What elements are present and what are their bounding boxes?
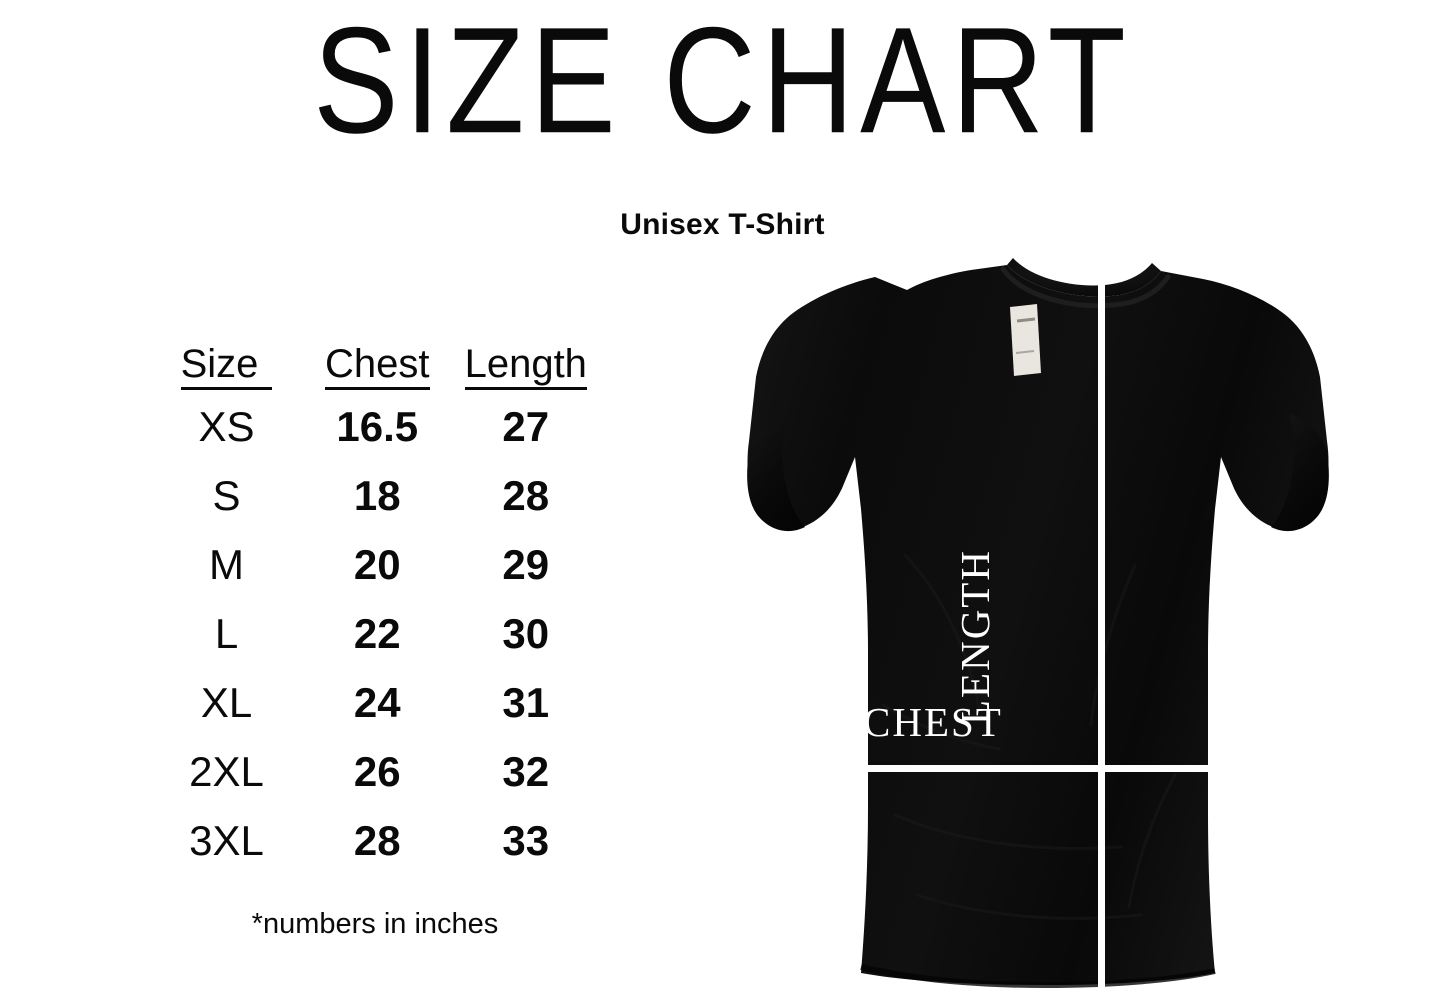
product-subtitle: Unisex T-Shirt [620, 208, 825, 241]
length-measurement-label: LENGTH [952, 549, 998, 725]
cell-chest: 16.5 [336, 402, 419, 450]
cell-length: 32 [502, 747, 550, 795]
product-photo: CHEST LENGTH [655, 255, 1355, 999]
cell-chest: 24 [353, 678, 401, 726]
table-row: L 22 30 [150, 599, 600, 668]
cell-size: XS [198, 402, 255, 450]
cell-size: XL [200, 678, 253, 726]
cell-length: 31 [502, 678, 550, 726]
units-footnote: *numbers in inches [251, 908, 499, 940]
cell-chest: 26 [353, 747, 401, 795]
cell-size: S [212, 471, 241, 519]
page-title: SIZE CHART [313, 0, 1132, 166]
column-header-length: Length [452, 336, 601, 392]
cell-chest: 22 [353, 609, 401, 657]
size-table: Size Chest Length XS 16.5 27 S 18 28 M [150, 336, 600, 875]
cell-chest: 28 [353, 816, 401, 864]
chest-measurement-label: CHEST [863, 699, 1003, 745]
neck-tag-icon [1010, 304, 1041, 376]
cell-length: 29 [502, 540, 550, 588]
table-header-row: Size Chest Length [150, 336, 600, 392]
cell-size: 3XL [189, 816, 264, 864]
cell-length: 33 [502, 816, 550, 864]
cell-chest: 18 [353, 471, 401, 519]
cell-size: M [209, 540, 244, 588]
length-measurement-line [1098, 283, 1105, 999]
table-row: 2XL 26 32 [150, 737, 600, 806]
table-row: 3XL 28 33 [150, 806, 600, 875]
column-header-chest: Chest [303, 336, 452, 392]
chest-measurement-line [800, 765, 1215, 772]
size-table-container: Size Chest Length XS 16.5 27 S 18 28 M [150, 336, 600, 875]
table-row: M 20 29 [150, 530, 600, 599]
table-row: XL 24 31 [150, 668, 600, 737]
column-header-size: Size [150, 336, 303, 392]
cell-chest: 20 [353, 540, 401, 588]
cell-length: 27 [502, 402, 550, 450]
cell-length: 30 [502, 609, 550, 657]
cell-size: 2XL [189, 747, 264, 795]
table-row: S 18 28 [150, 461, 600, 530]
tshirt-illustration [747, 258, 1329, 989]
cell-length: 28 [502, 471, 550, 519]
cell-size: L [214, 609, 239, 657]
table-row: XS 16.5 27 [150, 392, 600, 461]
